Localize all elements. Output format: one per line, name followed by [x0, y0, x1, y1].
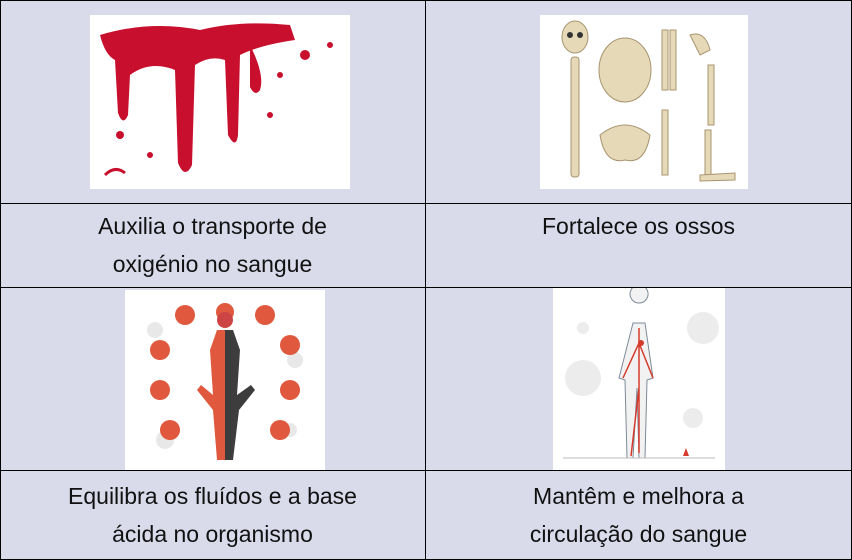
- caption-line: circulação do sangue: [529, 521, 748, 547]
- blood-image: [90, 15, 350, 189]
- caption-line: Fortalece os ossos: [541, 213, 736, 239]
- organs-image: [125, 290, 325, 470]
- caption-line: oxigénio no sangue: [112, 251, 313, 277]
- caption: Mantêm e melhora a circulação do sangue: [425, 477, 852, 553]
- circulation-image: [553, 288, 725, 470]
- caption: Fortalece os ossos: [425, 207, 852, 245]
- caption-line: ácida no organismo: [112, 521, 313, 547]
- skeleton-image: [540, 15, 748, 189]
- caption: Auxilia o transporte de oxigénio no sang…: [0, 207, 425, 283]
- caption-line: Equilibra os fluídos e a base: [68, 483, 357, 509]
- caption-line: Mantêm e melhora a: [533, 483, 744, 509]
- caption: Equilibra os fluídos e a base ácida no o…: [0, 477, 425, 553]
- caption-line: Auxilia o transporte de: [98, 213, 327, 239]
